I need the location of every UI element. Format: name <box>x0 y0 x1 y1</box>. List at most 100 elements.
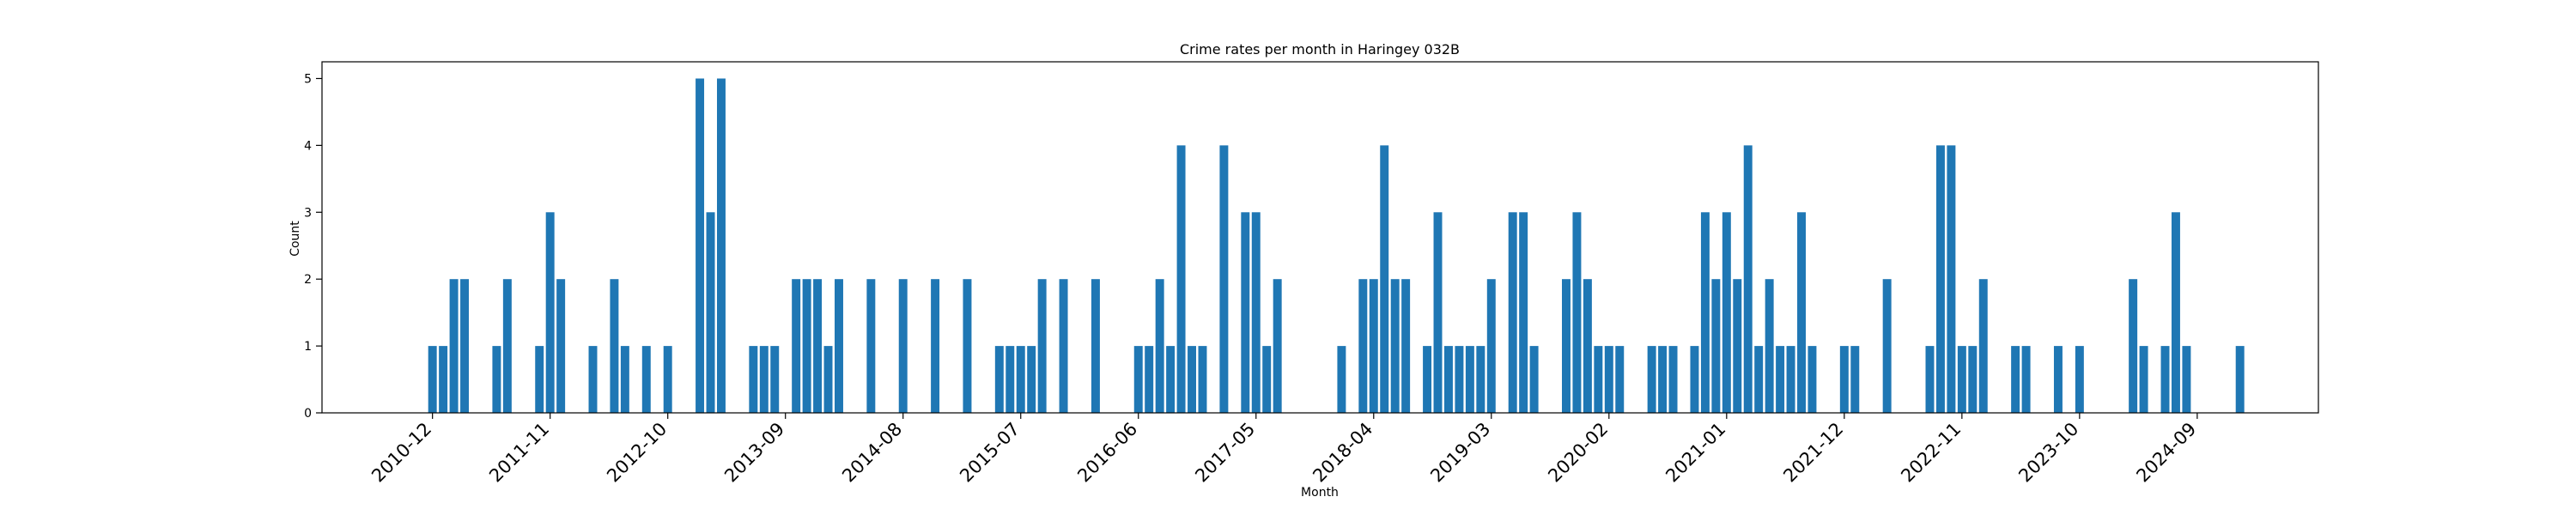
bar-76 <box>1241 212 1249 413</box>
bar-10 <box>535 346 544 413</box>
bar-6 <box>492 346 501 413</box>
bar-59 <box>1060 279 1068 413</box>
bar-132 <box>1840 346 1849 413</box>
bar-31 <box>760 346 769 413</box>
y-tick-label: 1 <box>304 340 312 354</box>
bar-116 <box>1669 346 1678 413</box>
bar-164 <box>2182 346 2190 413</box>
bar-66 <box>1134 346 1143 413</box>
bar-25 <box>696 78 704 413</box>
bar-133 <box>1850 346 1859 413</box>
bar-125 <box>1765 279 1774 413</box>
bar-128 <box>1797 212 1806 413</box>
bar-89 <box>1380 145 1388 413</box>
y-tick-label: 4 <box>304 139 312 153</box>
bar-18 <box>621 346 629 413</box>
bar-41 <box>866 279 875 413</box>
bar-57 <box>1038 279 1047 413</box>
bar-106 <box>1562 279 1571 413</box>
bar-90 <box>1391 279 1400 413</box>
bar-69 <box>1166 346 1175 413</box>
bar-169 <box>2236 346 2245 413</box>
bar-11 <box>546 212 555 413</box>
bar-91 <box>1401 279 1410 413</box>
bar-124 <box>1754 346 1763 413</box>
bar-109 <box>1594 346 1602 413</box>
bar-54 <box>1005 346 1014 413</box>
bar-162 <box>2161 346 2170 413</box>
y-axis-label: Count <box>289 221 302 257</box>
y-tick-label: 3 <box>304 206 312 220</box>
bar-149 <box>2022 346 2031 413</box>
bar-103 <box>1530 346 1539 413</box>
bar-32 <box>770 346 779 413</box>
bar-37 <box>824 346 833 413</box>
bar-17 <box>610 279 618 413</box>
bar-77 <box>1252 212 1261 413</box>
y-tick-label: 0 <box>304 407 312 421</box>
bar-50 <box>963 279 971 413</box>
bar-1 <box>439 346 447 413</box>
bar-95 <box>1444 346 1453 413</box>
bar-142 <box>1947 145 1955 413</box>
bar-114 <box>1648 346 1656 413</box>
bar-3 <box>460 279 469 413</box>
bar-115 <box>1658 346 1667 413</box>
bar-129 <box>1807 346 1816 413</box>
bar-72 <box>1199 346 1207 413</box>
y-tick-label: 2 <box>304 273 312 287</box>
bar-107 <box>1572 212 1581 413</box>
bar-38 <box>835 279 843 413</box>
bar-53 <box>995 346 1004 413</box>
bar-98 <box>1476 346 1485 413</box>
bar-68 <box>1156 279 1164 413</box>
bar-12 <box>556 279 565 413</box>
bar-121 <box>1722 212 1731 413</box>
bar-127 <box>1787 346 1795 413</box>
bar-87 <box>1358 279 1367 413</box>
bar-148 <box>2011 346 2020 413</box>
bar-143 <box>1958 346 1966 413</box>
bar-15 <box>589 346 598 413</box>
bar-85 <box>1337 346 1346 413</box>
bar-102 <box>1519 212 1528 413</box>
bar-79 <box>1273 279 1282 413</box>
bar-141 <box>1936 145 1945 413</box>
bar-119 <box>1701 212 1710 413</box>
bar-56 <box>1027 346 1036 413</box>
bar-110 <box>1605 346 1613 413</box>
bar-145 <box>1979 279 1988 413</box>
bar-67 <box>1145 346 1153 413</box>
bar-7 <box>503 279 512 413</box>
bar-126 <box>1776 346 1784 413</box>
bar-163 <box>2172 212 2180 413</box>
bar-44 <box>899 279 908 413</box>
bar-70 <box>1177 145 1186 413</box>
chart-title: Crime rates per month in Haringey 032B <box>1180 41 1460 58</box>
bar-99 <box>1487 279 1496 413</box>
bar-74 <box>1219 145 1228 413</box>
bar-94 <box>1434 212 1443 413</box>
bar-55 <box>1017 346 1025 413</box>
bar-108 <box>1583 279 1592 413</box>
bar-122 <box>1733 279 1741 413</box>
bar-144 <box>1968 346 1977 413</box>
bar-120 <box>1711 279 1720 413</box>
bar-0 <box>428 346 437 413</box>
bar-71 <box>1188 346 1196 413</box>
y-tick-label: 5 <box>304 72 312 86</box>
bar-159 <box>2129 279 2137 413</box>
bar-27 <box>717 78 726 413</box>
bar-34 <box>792 279 800 413</box>
bar-152 <box>2054 346 2063 413</box>
x-axis-label: Month <box>1301 486 1339 500</box>
bar-20 <box>642 346 651 413</box>
bar-101 <box>1509 212 1517 413</box>
bar-62 <box>1091 279 1100 413</box>
bar-93 <box>1423 346 1431 413</box>
bar-30 <box>749 346 757 413</box>
bar-96 <box>1455 346 1463 413</box>
bar-26 <box>707 212 715 413</box>
bar-88 <box>1370 279 1378 413</box>
